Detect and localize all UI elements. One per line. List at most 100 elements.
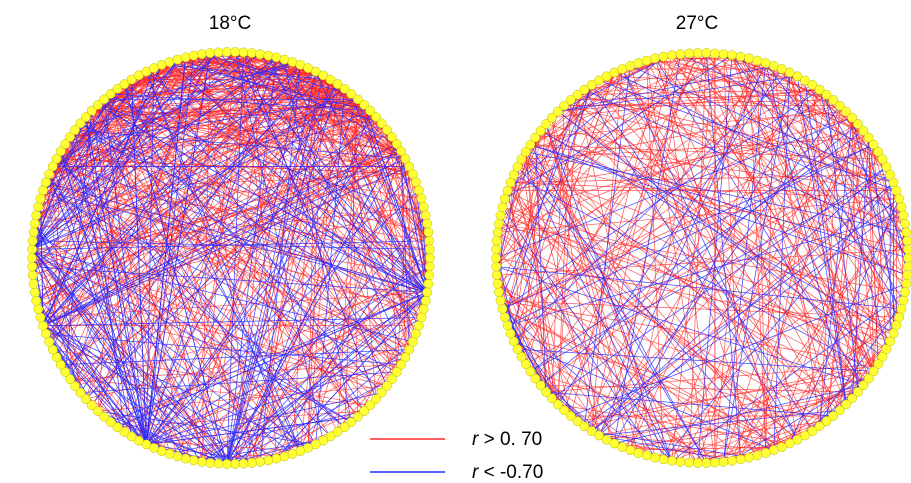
node (491, 235, 502, 246)
edge-positive (69, 378, 371, 406)
node (650, 53, 660, 64)
node (579, 421, 590, 432)
node (508, 169, 519, 180)
node (692, 48, 703, 58)
edge-negative (42, 150, 402, 327)
edge-negative (42, 64, 162, 326)
edge-negative (598, 435, 733, 462)
node (105, 417, 116, 427)
node (38, 185, 48, 196)
node (28, 227, 39, 238)
node (359, 100, 370, 110)
edge-negative (31, 83, 125, 250)
edge-positive (97, 52, 244, 412)
node (541, 387, 551, 397)
edge-negative (209, 52, 428, 293)
node (873, 146, 884, 157)
edge-negative (218, 52, 397, 145)
edge-negative (226, 57, 277, 465)
node (760, 58, 771, 68)
edge-negative (591, 430, 750, 458)
edge-negative (80, 123, 406, 358)
edge-positive (731, 308, 902, 462)
edge-negative (45, 181, 428, 293)
edge-positive (873, 144, 887, 350)
node (502, 320, 513, 331)
edge-positive (797, 76, 908, 241)
edge-negative (80, 64, 301, 393)
node (495, 295, 506, 306)
edge-positive (654, 58, 834, 101)
edge-negative (145, 71, 293, 455)
edge-positive (557, 52, 699, 405)
node (65, 374, 75, 384)
node (197, 49, 207, 60)
node (332, 427, 343, 437)
edge-positive (546, 123, 906, 225)
edge-negative (97, 104, 426, 216)
node (70, 381, 80, 391)
node (27, 235, 38, 246)
edge-negative (598, 80, 897, 191)
panel-title-18c: 18°C (209, 13, 251, 34)
edge-negative (52, 67, 155, 350)
edge-negative (42, 59, 285, 326)
edge-positive (570, 56, 664, 417)
edge-positive (530, 371, 656, 458)
edge-negative (731, 371, 874, 462)
edge-negative (36, 61, 293, 216)
node (735, 51, 746, 62)
legend-item-negative: r < -0.70 (370, 462, 543, 483)
node (376, 118, 387, 129)
node (221, 459, 232, 469)
node (530, 132, 541, 143)
node (841, 399, 851, 410)
edge-positive (124, 55, 269, 433)
edge-negative (103, 99, 147, 445)
edge-negative (502, 89, 820, 310)
node (735, 454, 746, 465)
node (601, 434, 612, 445)
node (658, 51, 669, 62)
node (546, 393, 557, 404)
edge-negative (521, 159, 673, 461)
node (346, 89, 357, 99)
node (60, 367, 71, 377)
node (279, 451, 290, 462)
node (863, 132, 874, 143)
node (263, 50, 274, 61)
node (847, 112, 858, 123)
node (553, 106, 563, 117)
node (572, 416, 583, 427)
edge-positive (557, 89, 820, 112)
edge-positive (97, 104, 293, 455)
edge-positive (502, 206, 864, 386)
node (420, 210, 431, 221)
node (371, 112, 381, 122)
node (553, 399, 563, 410)
edge-negative (31, 249, 125, 433)
node (586, 426, 597, 436)
edge-negative (80, 371, 397, 393)
legend-label-positive: r > 0. 70 (472, 429, 542, 450)
edge-negative (513, 72, 790, 342)
edge-positive (606, 76, 864, 386)
node (535, 125, 546, 136)
node (119, 427, 130, 437)
edge-negative (517, 348, 874, 372)
node (491, 261, 502, 272)
edge-negative (131, 79, 147, 445)
node (792, 71, 803, 82)
edge-negative (598, 409, 840, 436)
node (418, 201, 429, 212)
edge-positive (530, 144, 883, 160)
node (86, 400, 97, 411)
node (213, 47, 224, 58)
edge-positive (69, 151, 402, 380)
edge-positive (131, 79, 253, 464)
node (807, 80, 818, 90)
node (81, 112, 91, 122)
node (572, 89, 583, 100)
node (821, 416, 832, 427)
edge-positive (153, 283, 429, 449)
